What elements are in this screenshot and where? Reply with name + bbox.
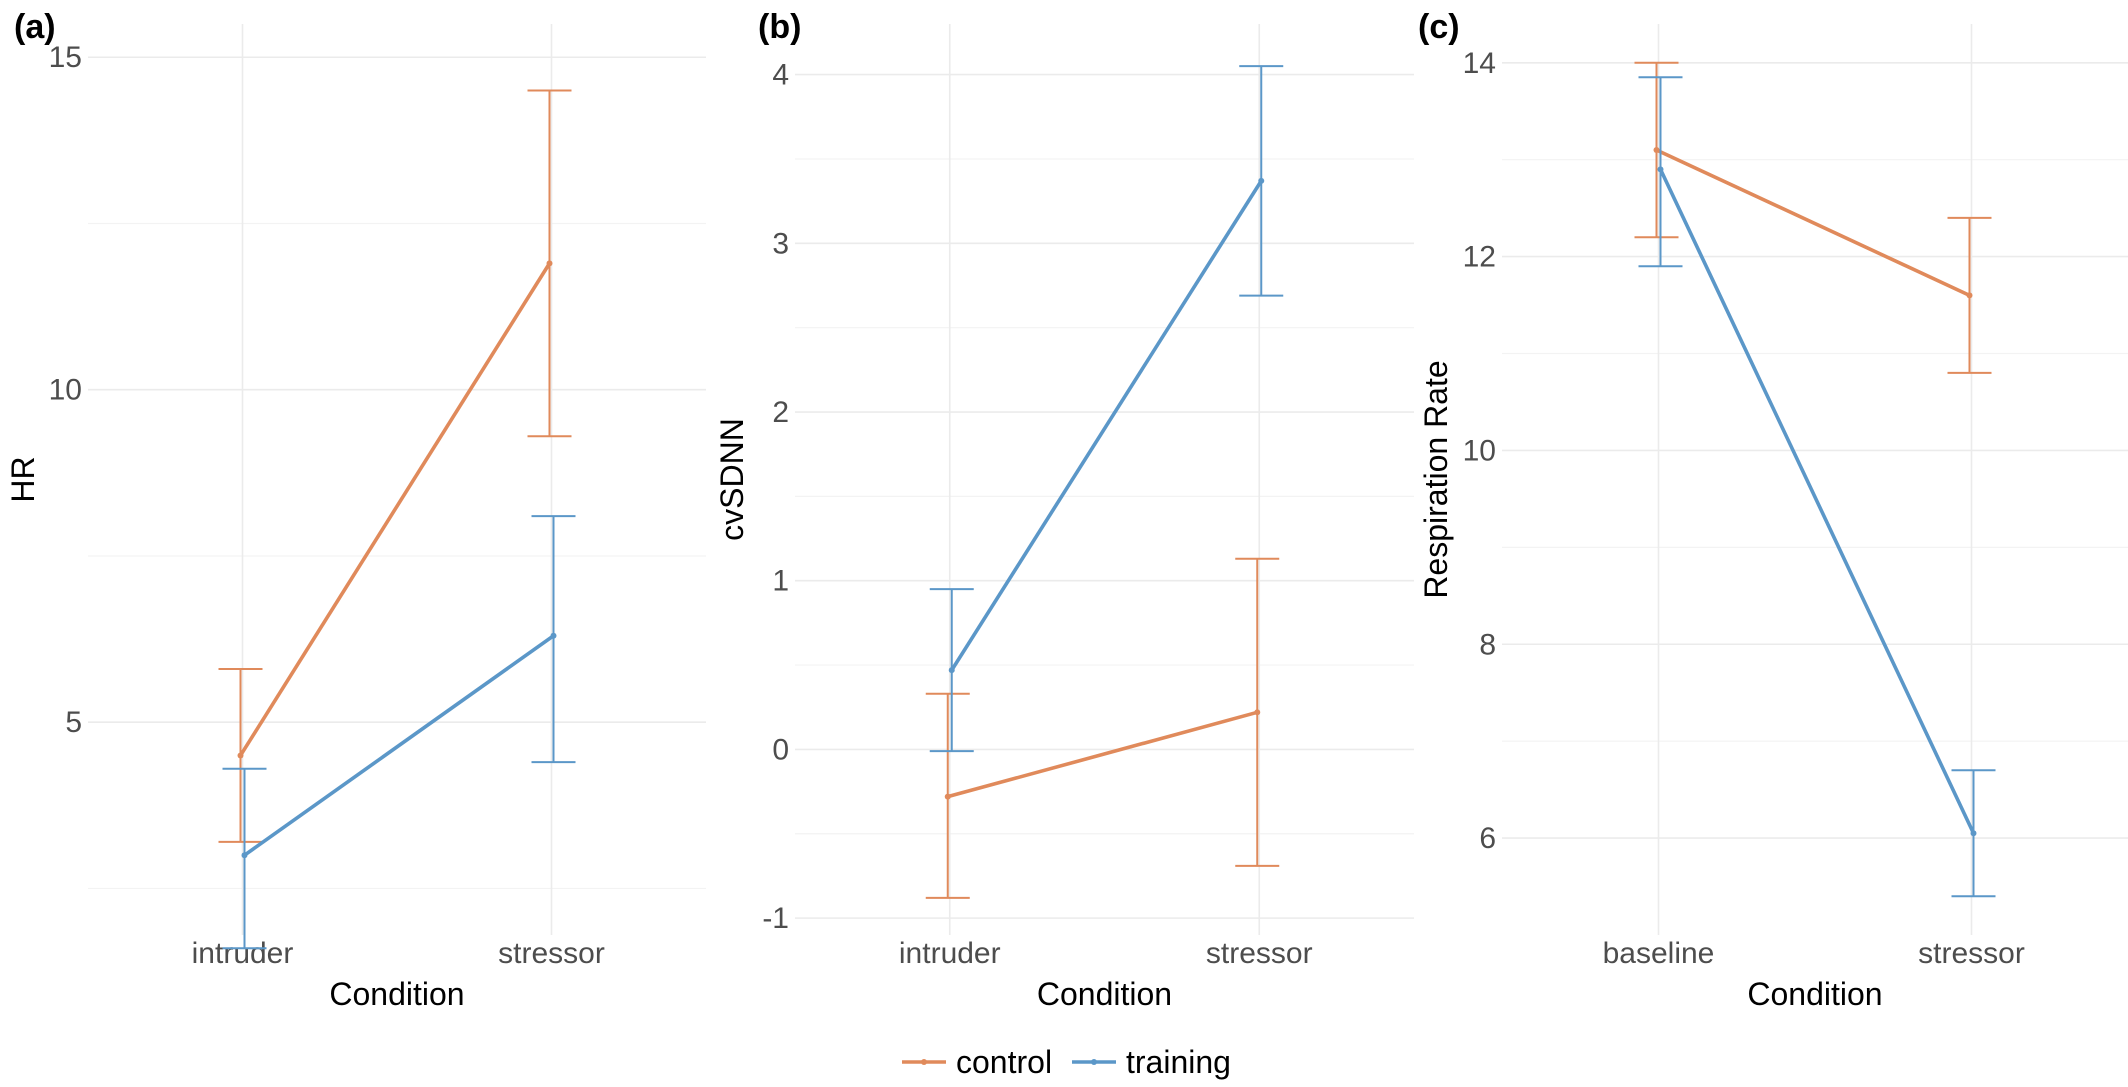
data-point-control: [944, 793, 951, 800]
y-axis-title: HR: [5, 456, 41, 502]
chart-panel-1: 5 10 15 intruder stressor Condition HR (a): [5, 8, 706, 1012]
data-point-training: [550, 632, 557, 639]
legend-key-point-training: [1091, 1059, 1097, 1065]
y-tick-label: 15: [49, 41, 82, 74]
series-control: [925, 557, 1280, 899]
y-axis-title: cvSDNN: [714, 418, 750, 541]
y-tick-label: 1: [772, 565, 789, 598]
x-axis-title: Condition: [1037, 976, 1172, 1012]
legend-label-training: training: [1126, 1044, 1231, 1080]
data-point-training: [1970, 830, 1977, 837]
series-training: [222, 515, 576, 950]
data-point-control: [1966, 292, 1973, 299]
x-tick-label: intruder: [192, 937, 294, 970]
panel-label: (c): [1418, 8, 1460, 46]
legend-key-point-control: [921, 1059, 927, 1065]
x-tick-label: stressor: [498, 937, 605, 970]
y-tick-label: 10: [49, 374, 82, 407]
y-axis-title: Respiration Rate: [1418, 360, 1454, 598]
series-line-training: [243, 634, 555, 857]
y-tick-label: 4: [772, 59, 789, 92]
data-point-control: [546, 260, 553, 267]
y-tick-label: 8: [1479, 628, 1496, 661]
series-line-control: [238, 262, 552, 757]
x-axis-title: Condition: [1747, 976, 1882, 1012]
series-line-control: [947, 710, 1258, 799]
legend-label-control: control: [956, 1044, 1052, 1080]
series-line-training: [1658, 168, 1976, 835]
x-tick-label: baseline: [1603, 937, 1715, 970]
series-control: [218, 89, 572, 843]
y-tick-label: 10: [1463, 434, 1496, 467]
series-control: [1634, 61, 1992, 374]
legend-item-control: control: [902, 1044, 1052, 1080]
series-training: [929, 65, 1284, 753]
x-tick-label: stressor: [1206, 937, 1313, 970]
y-tick-label: 3: [772, 227, 789, 260]
series-line-control: [1655, 148, 1971, 297]
x-axis-title: Condition: [329, 976, 464, 1012]
series-training: [1638, 76, 1996, 898]
x-tick-label: intruder: [899, 937, 1001, 970]
data-point-training: [1258, 177, 1265, 184]
y-tick-label: 0: [772, 733, 789, 766]
series-line-training: [950, 179, 1263, 672]
y-tick-label: 14: [1463, 47, 1496, 80]
data-point-control: [237, 752, 244, 759]
y-tick-label: 5: [65, 706, 82, 739]
chart-panel-2: -1 0 1 2 3 4 intruder stressor Condition cvSDNN (b…: [714, 8, 1414, 1012]
data-point-training: [1657, 166, 1664, 173]
legend: control training: [902, 1044, 1231, 1080]
panel-label: (a): [14, 8, 56, 46]
y-tick-label: -1: [762, 902, 789, 935]
y-tick-label: 6: [1479, 822, 1496, 855]
chart-panel-3: 6 8 10 12 14 baseline stressor Condition Respira…: [1418, 8, 2128, 1012]
panel-label: (b): [758, 8, 801, 46]
data-point-training: [241, 852, 248, 859]
data-point-training: [948, 667, 955, 674]
y-tick-label: 12: [1463, 241, 1496, 274]
data-point-control: [1254, 709, 1261, 716]
data-point-control: [1653, 146, 1660, 153]
y-tick-label: 2: [772, 396, 789, 429]
x-tick-label: stressor: [1918, 937, 2025, 970]
legend-item-training: training: [1072, 1044, 1231, 1080]
